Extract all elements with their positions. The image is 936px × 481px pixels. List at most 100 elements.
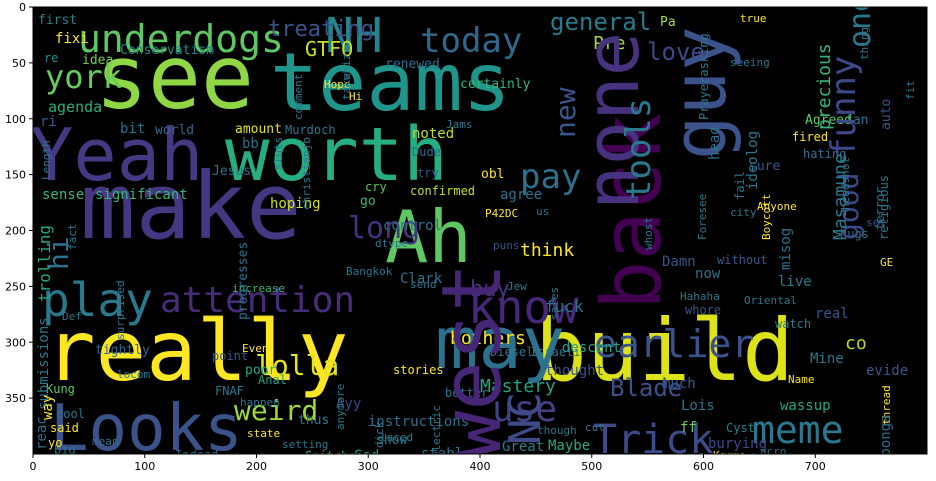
word-seeing: seeing bbox=[730, 56, 770, 69]
word-lois: Lois bbox=[681, 398, 715, 414]
word-fixi: fixi bbox=[55, 31, 89, 47]
word-buy: buy bbox=[470, 277, 510, 302]
word-diesel: Diesel bbox=[490, 345, 533, 359]
y-axis: 0 50 100 150 200 250 300 350 bbox=[5, 1, 33, 405]
word-thought: thought bbox=[545, 363, 604, 379]
word-mine: Mine bbox=[810, 351, 844, 367]
word-increase: increase bbox=[232, 282, 285, 295]
word-ri: ri bbox=[40, 114, 57, 130]
word-wassup: wassup bbox=[780, 398, 831, 414]
x-tick-label: 300 bbox=[358, 460, 379, 473]
word-fuck: fuck bbox=[545, 297, 584, 316]
word-general: general bbox=[550, 8, 651, 36]
word-jams: Jams bbox=[446, 118, 473, 131]
word-earlier: earlier bbox=[594, 322, 754, 366]
word-vertical-hi: hi bbox=[42, 236, 75, 270]
word-whore: whore bbox=[685, 303, 721, 317]
word-flashpoint: Flashpoint bbox=[690, 452, 774, 468]
word-renewed: renewed bbox=[385, 57, 440, 72]
word-indeed: Indeed bbox=[175, 448, 218, 462]
word-much: much bbox=[662, 376, 696, 392]
word-vertical-funny: funny bbox=[824, 56, 864, 158]
word-vertical-christianjb: christianjb bbox=[300, 137, 313, 210]
word-conservatism: Conservatism bbox=[120, 43, 214, 58]
word-cry: cry bbox=[365, 180, 387, 194]
word-vertical-way: way bbox=[40, 395, 56, 420]
word-cyst: Cyst bbox=[726, 421, 755, 435]
word-control: control bbox=[383, 218, 442, 234]
word-tightly: tightly bbox=[95, 343, 150, 358]
word-ayy: Ayy bbox=[336, 396, 361, 412]
word-vertical-head: head bbox=[707, 126, 723, 160]
word-vertical-west: west bbox=[425, 263, 520, 460]
word-oriental: Oriental bbox=[744, 294, 797, 307]
x-tick-label: 500 bbox=[581, 460, 602, 473]
x-tick-label: 600 bbox=[693, 460, 714, 473]
word-vertical-fact: fact bbox=[66, 224, 79, 251]
word-amount: amount bbox=[235, 122, 282, 137]
word-treating: treating bbox=[268, 17, 374, 42]
word-point: point bbox=[212, 349, 248, 363]
word-fan: fan bbox=[845, 113, 868, 128]
word-vertical-foresee: Foresee bbox=[696, 194, 709, 240]
word-re: re bbox=[44, 51, 58, 65]
word-clark: Clark bbox=[400, 271, 443, 287]
word-vertical-sales: sales bbox=[548, 287, 561, 320]
word-vertical-comment: comment bbox=[292, 74, 305, 120]
word-god: God bbox=[354, 448, 379, 464]
word-dude: Dude bbox=[412, 145, 441, 159]
word-send: send bbox=[410, 278, 437, 291]
word-ff: ff bbox=[680, 420, 697, 436]
word-world: world bbox=[155, 123, 194, 138]
x-tick-label: 200 bbox=[246, 460, 267, 473]
word-significant: significant bbox=[95, 187, 188, 203]
word-vertical-prayerasking: Prayerasking bbox=[697, 33, 711, 120]
word-vertical-trolling: trolling bbox=[35, 225, 54, 302]
word-pay: pay bbox=[520, 157, 581, 197]
word-hope: Hope bbox=[324, 78, 351, 91]
word-vertical-one: one bbox=[843, 0, 878, 48]
word-dtype: dtype bbox=[375, 237, 408, 250]
word-vertical-anymore: anymore bbox=[334, 384, 347, 430]
word-sure: sure bbox=[749, 159, 780, 174]
word-hahaha: Hahaha bbox=[680, 290, 720, 303]
x-axis: 0 100 200 300 400 500 600 700 bbox=[30, 454, 826, 473]
word-vertical-back: back bbox=[585, 113, 680, 310]
word-vertical-length: Length bbox=[40, 140, 53, 180]
word-certainly: certainly bbox=[460, 77, 531, 92]
word-set: set bbox=[866, 216, 886, 229]
word-city: city bbox=[730, 206, 757, 219]
word-cool: cool bbox=[56, 407, 85, 421]
word-even: Even bbox=[242, 342, 269, 355]
word-happen: happen bbox=[240, 396, 280, 409]
word-long: long bbox=[348, 211, 420, 246]
word-vertical-ideolog: ideolog bbox=[745, 131, 761, 190]
word-vertical-new: new bbox=[549, 87, 582, 138]
word-karma: Karma bbox=[713, 449, 746, 462]
word-ge: GE bbox=[880, 256, 893, 269]
word-jesus: Jesus bbox=[212, 164, 251, 179]
word-murdoch: Murdoch bbox=[285, 123, 336, 137]
word-love: love bbox=[647, 38, 705, 66]
word-vertical-fail: fail bbox=[733, 171, 747, 200]
word-vertical-progresses: progresses bbox=[236, 242, 251, 320]
word-attention: attention bbox=[160, 280, 355, 321]
word-know: know bbox=[468, 280, 579, 334]
word-vertical-masamune: Masamune bbox=[830, 153, 851, 240]
word-vertical-electric: electric bbox=[430, 405, 443, 458]
word-blade: Blade bbox=[610, 374, 682, 402]
word-mean: mean bbox=[92, 435, 119, 448]
y-tick-label: 100 bbox=[5, 113, 26, 126]
word-today: today bbox=[420, 21, 522, 61]
word-worth: worth bbox=[225, 112, 448, 198]
word-first: first bbox=[38, 13, 77, 28]
word-vertical-precious: precious bbox=[814, 43, 835, 130]
word-bangkok: Bangkok bbox=[346, 265, 393, 278]
word-vertical-thing: thing bbox=[858, 27, 871, 60]
word-vertical-reac: reac bbox=[34, 416, 50, 450]
word-may: may bbox=[435, 301, 565, 385]
word-trick: Trick bbox=[593, 417, 713, 463]
word-thanks: thanks bbox=[780, 452, 831, 468]
x-tick-label: 100 bbox=[134, 460, 155, 473]
